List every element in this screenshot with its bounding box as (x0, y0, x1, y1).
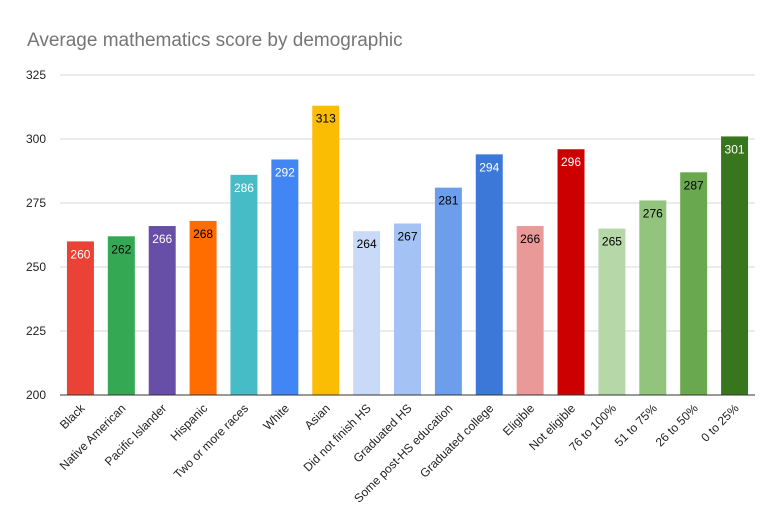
bar (271, 159, 299, 395)
data-label: 286 (234, 181, 254, 195)
data-label: 262 (111, 242, 131, 256)
data-label: 301 (725, 142, 745, 156)
bar (189, 220, 217, 395)
x-tick-label: Graduated college (417, 401, 496, 480)
x-tick-label: 51 to 75% (612, 401, 660, 449)
chart-title: Average mathematics score by demographic (27, 30, 403, 51)
bar (394, 223, 421, 395)
y-tick-label: 325 (26, 68, 46, 82)
data-label: 313 (316, 112, 336, 126)
y-tick-label: 225 (26, 324, 46, 338)
x-tick-label: 0 to 25% (698, 401, 742, 445)
x-tick-label: Two or more races (171, 401, 251, 481)
data-label: 292 (275, 165, 295, 179)
data-label: 276 (643, 206, 663, 220)
bars (66, 105, 749, 395)
x-tick-label: Eligible (500, 401, 537, 438)
x-tick-label: White (260, 401, 292, 433)
bar (107, 236, 135, 395)
data-labels: 260 262 266 268 286 292 313 264 267 281 294 266 296 2… (70, 112, 744, 262)
data-label: 281 (438, 194, 458, 208)
data-label: 266 (520, 232, 540, 246)
y-tick-label: 250 (26, 260, 46, 274)
bar (557, 149, 585, 395)
bar (66, 241, 94, 395)
bar (312, 105, 340, 395)
bar (353, 231, 381, 395)
y-tick-label: 275 (26, 196, 46, 210)
bar (598, 228, 626, 395)
data-label: 267 (397, 229, 417, 243)
bar (148, 226, 176, 395)
data-label: 260 (70, 247, 90, 261)
y-tick-label: 200 (26, 388, 46, 402)
data-label: 265 (602, 235, 622, 249)
data-label: 264 (357, 237, 377, 251)
bar (230, 174, 258, 395)
data-label: 287 (684, 178, 704, 192)
bar (475, 154, 503, 395)
bar (680, 172, 708, 395)
x-tick-label: Asian (302, 401, 333, 432)
y-axis-ticks: 200 225 250 275 300 325 (26, 68, 46, 402)
data-label: 268 (193, 227, 213, 241)
bar (721, 136, 749, 395)
data-label: 294 (479, 160, 499, 174)
x-tick-label: Black (57, 401, 88, 432)
x-tick-label: 26 to 50% (653, 401, 701, 449)
bar (516, 226, 544, 395)
y-tick-label: 300 (26, 132, 46, 146)
gridlines (60, 74, 755, 332)
data-label: 296 (561, 155, 581, 169)
bar (434, 187, 462, 395)
bar (639, 200, 667, 395)
data-label: 266 (152, 232, 172, 246)
